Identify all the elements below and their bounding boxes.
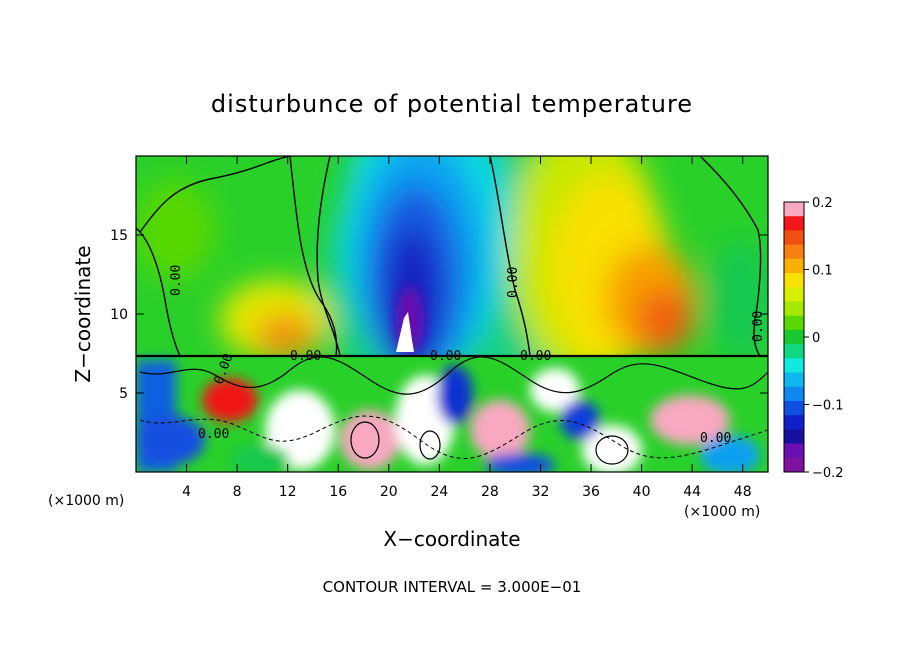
upper-contour-left	[139, 156, 338, 357]
contour-label: 0.00	[169, 265, 184, 296]
x-tick-label: 28	[481, 484, 499, 500]
x-tick-label: 48	[734, 484, 752, 500]
plume-tip	[396, 312, 414, 352]
x-axis-label: X−coordinate	[383, 527, 520, 551]
x-tick-label: 20	[380, 484, 398, 500]
colorbar-segment	[784, 372, 804, 388]
colorbar-tick-label: 0.1	[812, 264, 833, 279]
contour-label: 0.00	[198, 427, 229, 442]
boundary-layer	[136, 356, 768, 472]
x-tick-label: 44	[683, 484, 701, 500]
colorbar-segment	[784, 273, 804, 288]
contour-label: 0.00	[700, 431, 731, 446]
colorbar-segment	[784, 329, 804, 345]
contour-label: 0.00	[751, 311, 766, 342]
upper-contour-right	[699, 156, 762, 357]
colorbar-segment	[784, 301, 804, 317]
colorbar-segment	[784, 315, 804, 331]
upper-contour-far-left	[136, 227, 181, 357]
x-tick-label: 16	[329, 484, 347, 500]
colorbar-segment	[784, 429, 804, 445]
colorbar-segment	[784, 358, 804, 374]
colorbar-segment	[784, 216, 804, 231]
contour-label: 0.00	[430, 349, 461, 364]
x-axis: 4 8 12 16 20 24 28 32 36 40 44 48	[182, 156, 752, 500]
colorbar-segment	[784, 244, 804, 260]
colorbar: 0.2 0.1 0 −0.1 −0.2	[783, 196, 844, 481]
y-axis-label: Z−coordinate	[71, 245, 95, 382]
colorbar-segment	[784, 386, 804, 402]
x-tick-label: 36	[582, 484, 600, 500]
y-axis: 5 10 15	[110, 228, 768, 402]
x-tick-label: 32	[532, 484, 550, 500]
x-tick-label: 24	[430, 484, 448, 500]
y-tick-label: 15	[110, 228, 128, 244]
colorbar-tick-label: 0	[812, 331, 820, 346]
contour-interval-note: CONTOUR INTERVAL = 3.000E−01	[323, 578, 582, 596]
contour-label: 0.00	[520, 349, 551, 364]
x-tick-label: 12	[279, 484, 297, 500]
colorbar-tick-label: 0.2	[812, 196, 833, 211]
colorbar-segment	[784, 230, 804, 246]
contour-label: 0.00	[506, 267, 521, 298]
colorbar-segment	[784, 258, 804, 274]
colorbar-segment	[784, 443, 804, 459]
x-units-right: (×1000 m)	[684, 504, 760, 520]
x-units-left: (×1000 m)	[48, 493, 124, 509]
y-tick-label: 10	[110, 307, 128, 323]
colorbar-segment	[784, 344, 804, 359]
plot-area	[136, 156, 768, 472]
colorbar-segment	[784, 287, 804, 302]
colorbar-segment	[784, 415, 804, 430]
colorbar-segment	[784, 202, 804, 217]
chart-title: disturbunce of potential temperature	[211, 90, 693, 118]
x-tick-label: 40	[633, 484, 651, 500]
colorbar-tick-label: −0.2	[812, 466, 844, 481]
x-tick-label: 4	[182, 484, 191, 500]
contour-label: 0.00	[290, 349, 321, 364]
colorbar-tick-label: −0.1	[812, 399, 844, 414]
colorbar-segment	[784, 457, 804, 473]
colorbar-segment	[784, 400, 804, 416]
upper-contour-mid	[316, 156, 531, 357]
y-tick-label: 5	[119, 386, 128, 402]
x-tick-label: 8	[233, 484, 242, 500]
